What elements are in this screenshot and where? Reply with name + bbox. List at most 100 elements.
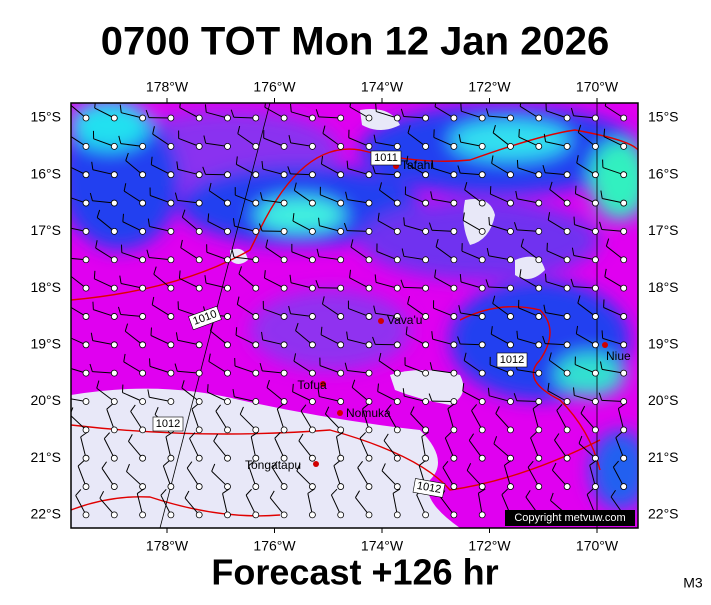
barb-station (225, 484, 231, 490)
barb-station (592, 172, 598, 178)
barb-station (309, 427, 315, 433)
barb-station (536, 200, 542, 206)
barb-station (168, 143, 174, 149)
barb-station (536, 399, 542, 405)
barb-station (621, 228, 627, 234)
barb-station (168, 512, 174, 518)
barb-station (281, 143, 287, 149)
barb-station (423, 172, 429, 178)
barb-station (536, 285, 542, 291)
barb-station (621, 427, 627, 433)
barb-flag (293, 384, 294, 392)
barb-station (536, 484, 542, 490)
barb-station (309, 200, 315, 206)
barb-station (423, 313, 429, 319)
barb-station (140, 172, 146, 178)
barb-station (508, 427, 514, 433)
barb-station (508, 257, 514, 263)
lat-label: 17°S (648, 222, 679, 238)
barb-station (309, 172, 315, 178)
lon-label: 170°W (576, 538, 619, 554)
barb-station (225, 427, 231, 433)
barb-station (394, 512, 400, 518)
barb-station (366, 370, 372, 376)
barb-station (508, 370, 514, 376)
lon-label: 178°W (146, 538, 189, 554)
barb-station (479, 115, 485, 121)
barb-station (423, 143, 429, 149)
barb-station (225, 115, 231, 121)
barb-station (564, 257, 570, 263)
barb-station (564, 200, 570, 206)
barb-station (508, 228, 514, 234)
lat-label: 22°S (30, 506, 61, 522)
barb-station (140, 313, 146, 319)
barb-station (111, 200, 117, 206)
barb-station (621, 484, 627, 490)
barb-station (281, 512, 287, 518)
barb-station (592, 257, 598, 263)
barb-station (394, 115, 400, 121)
barb-station (111, 512, 117, 518)
lon-label: 178°W (146, 79, 189, 95)
barb-station (564, 313, 570, 319)
barb-station (338, 313, 344, 319)
barb-station (281, 484, 287, 490)
barb-station (394, 228, 400, 234)
barb-station (508, 285, 514, 291)
barb-station (140, 143, 146, 149)
lat-label: 21°S (30, 449, 61, 465)
place-label: Vava'u (387, 313, 422, 327)
barb-station (140, 257, 146, 263)
place-label: Niue (606, 349, 631, 363)
barb-station (451, 427, 457, 433)
barb-station (564, 228, 570, 234)
barb-station (592, 455, 598, 461)
barb-station (196, 257, 202, 263)
barb-station (225, 455, 231, 461)
barb-station (394, 399, 400, 405)
barb-station (281, 370, 287, 376)
barb-station (394, 257, 400, 263)
barb-station (83, 200, 89, 206)
barb-station (536, 115, 542, 121)
barb-station (196, 342, 202, 348)
barb-flag (67, 297, 68, 305)
barb-station (281, 115, 287, 121)
barb-station (338, 427, 344, 433)
barb-station (621, 257, 627, 263)
barb-flag (63, 390, 65, 398)
barb-station (479, 257, 485, 263)
barb-station (196, 399, 202, 405)
barb-station (451, 200, 457, 206)
barb-station (423, 455, 429, 461)
barb-station (168, 257, 174, 263)
barb-station (253, 427, 259, 433)
barb-station (394, 342, 400, 348)
place-label: Nomuka (346, 406, 391, 420)
barb-station (423, 285, 429, 291)
barb-station (536, 257, 542, 263)
barb-station (309, 115, 315, 121)
lat-label: 18°S (30, 279, 61, 295)
barb-station (253, 313, 259, 319)
barb-station (564, 455, 570, 461)
barb-station (451, 455, 457, 461)
place-label: Tongatapu (245, 458, 301, 472)
lat-label: 16°S (30, 165, 61, 181)
barb-station (536, 427, 542, 433)
barb-station (196, 512, 202, 518)
map-code: M3 (683, 575, 703, 591)
barb-station (83, 285, 89, 291)
barb-station (479, 512, 485, 518)
barb-station (592, 484, 598, 490)
barb-station (479, 200, 485, 206)
copyright: Copyright metvuw.com (514, 512, 625, 524)
barb-station (140, 427, 146, 433)
barb-station (621, 200, 627, 206)
barb-station (111, 342, 117, 348)
place-dot (337, 410, 343, 416)
barb-station (423, 257, 429, 263)
isobar-label: 1012 (500, 354, 524, 366)
isobar-label: 1011 (374, 152, 398, 164)
